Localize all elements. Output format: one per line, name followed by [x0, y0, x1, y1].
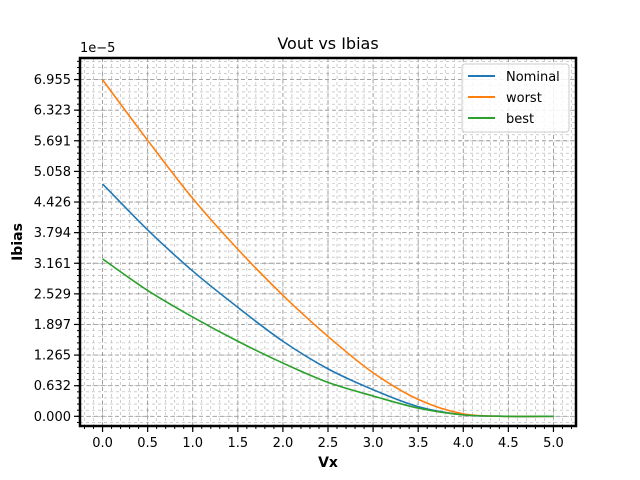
- x-tick-label: 5.0: [543, 436, 564, 451]
- chart-title: Vout vs Ibias: [277, 34, 378, 53]
- y-tick-label: 3.161: [34, 257, 71, 272]
- x-axis-label: Vx: [318, 455, 338, 471]
- legend-box: [461, 63, 570, 133]
- legend-label-nominal: Nominal: [506, 70, 560, 85]
- y-tick-label: 1.265: [34, 349, 71, 364]
- y-axis-label: Ibias: [10, 223, 26, 261]
- axis-ticks: 0.0 0.5 1.0 1.5 2.0 2.5 3.0 3.5 4.0 4.5 5.0 0.000 0.…: [34, 60, 572, 451]
- x-tick-label: 0.0: [92, 436, 113, 451]
- y-offset-label: 1e−5: [80, 41, 115, 56]
- legend: Nominal worst best: [461, 63, 570, 133]
- plot-frame: [78, 56, 578, 428]
- x-tick-label: 4.0: [453, 436, 474, 451]
- y-tick-label: 3.794: [34, 226, 71, 241]
- x-tick-label: 4.5: [498, 436, 519, 451]
- y-tick-label: 5.691: [34, 134, 71, 149]
- x-tick-label: 2.0: [273, 436, 294, 451]
- y-tick-label: 0.632: [34, 379, 71, 394]
- x-tick-label: 3.0: [363, 436, 384, 451]
- y-tick-label: 4.426: [34, 196, 71, 211]
- x-tick-label: 2.5: [318, 436, 339, 451]
- y-tick-label: 2.529: [34, 287, 71, 302]
- y-tick-label: 1.897: [34, 318, 71, 333]
- legend-label-best: best: [506, 112, 534, 127]
- series-lines: [101, 79, 554, 418]
- grid-lines: [80, 58, 576, 426]
- y-tick-label: 6.955: [34, 73, 71, 88]
- y-tick-label: 6.323: [34, 104, 71, 119]
- x-tick-label: 1.5: [227, 436, 248, 451]
- x-tick-label: 0.5: [137, 436, 158, 451]
- series-line-best: [102, 258, 554, 418]
- x-tick-label: 3.5: [408, 436, 429, 451]
- legend-label-worst: worst: [506, 91, 542, 106]
- x-tick-label: 1.0: [182, 436, 203, 451]
- y-tick-label: 0.000: [34, 410, 71, 425]
- y-tick-label: 5.058: [34, 165, 71, 180]
